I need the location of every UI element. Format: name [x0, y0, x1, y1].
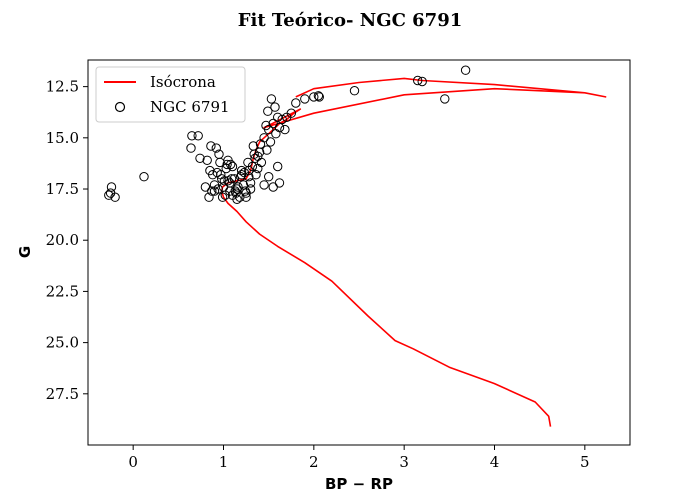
cluster-point	[413, 75, 423, 86]
cluster-point	[217, 192, 228, 202]
cluster-point	[273, 112, 283, 123]
x-tick-label: 0	[128, 453, 138, 471]
cluster-point	[223, 155, 233, 166]
cluster-point	[241, 192, 251, 202]
cluster-point	[280, 124, 290, 135]
cluster-point	[300, 94, 310, 104]
cluster-point	[219, 176, 230, 186]
x-tick-label: 5	[580, 453, 590, 471]
cluster-point	[417, 76, 427, 87]
cluster-point	[110, 192, 120, 202]
x-tick-label: 1	[219, 453, 229, 471]
legend: Isócrona NGC 6791	[95, 66, 246, 123]
cluster-point	[233, 182, 243, 192]
legend-box	[95, 66, 246, 123]
cluster-point	[313, 91, 324, 101]
cluster-point	[227, 161, 238, 172]
cluster-point	[226, 174, 237, 184]
cluster-point	[213, 184, 223, 194]
cluster-point	[266, 94, 277, 104]
y-tick-label: 15.0	[46, 129, 79, 147]
y-tick-label: 12.5	[46, 78, 79, 96]
cluster-point	[270, 102, 280, 112]
cluster-point	[291, 98, 301, 108]
chart-title: Fit Teórico- NGC 6791	[238, 10, 463, 31]
cluster-point	[186, 143, 196, 153]
cluster-point	[238, 180, 249, 190]
cluster-point	[349, 86, 360, 96]
cluster-point	[274, 122, 285, 133]
cluster-point	[202, 155, 212, 166]
cluster-point	[259, 180, 269, 190]
legend-label-cluster: NGC 6791	[150, 98, 230, 116]
cluster-point	[200, 182, 211, 192]
y-axis-ticks: 12.5 15.0 17.5 20.0 22.5 25.0 27.5	[46, 78, 88, 403]
cluster-point	[104, 190, 114, 200]
cluster-point	[251, 170, 261, 180]
y-tick-label: 25.0	[46, 334, 79, 352]
y-tick-label: 27.5	[46, 385, 79, 403]
cluster-point	[222, 159, 232, 170]
y-axis-label: G	[16, 246, 34, 258]
cluster-point	[240, 186, 250, 196]
x-axis-label: BP − RP	[325, 475, 393, 493]
cluster-point	[236, 170, 247, 180]
cluster-point	[195, 153, 205, 164]
x-tick-label: 4	[490, 453, 500, 471]
cluster-point	[106, 182, 117, 192]
x-tick-label: 3	[399, 453, 409, 471]
cluster-point	[211, 143, 222, 153]
cluster-point	[264, 172, 274, 182]
y-tick-label: 17.5	[46, 180, 79, 198]
cluster-point	[265, 137, 276, 147]
cluster-point	[244, 172, 254, 182]
cluster-point	[236, 165, 247, 176]
y-tick-label: 22.5	[46, 282, 79, 300]
cluster-point	[440, 94, 450, 104]
cluster-point	[286, 108, 296, 118]
cluster-point	[248, 141, 259, 151]
cluster-point	[261, 120, 271, 131]
cluster-point	[263, 106, 273, 116]
cluster-point	[268, 182, 278, 192]
cluster-point	[193, 131, 203, 141]
plot-area	[88, 60, 630, 445]
cluster-point	[204, 192, 214, 202]
cluster-point	[253, 151, 263, 162]
cluster-point	[187, 131, 197, 141]
cluster-point	[139, 172, 149, 182]
y-tick-label: 20.0	[46, 231, 79, 249]
cluster-point	[206, 141, 216, 151]
cluster-point	[309, 92, 319, 102]
plot-frame	[87, 59, 631, 446]
cluster-point	[225, 178, 235, 188]
cluster-point	[262, 145, 272, 155]
x-axis-ticks: 0 1 2 3 4 5	[128, 445, 590, 471]
cluster-point	[245, 184, 256, 194]
cluster-points-layer	[104, 65, 471, 205]
cluster-point	[247, 161, 258, 172]
cluster-point	[277, 114, 287, 125]
cluster-point	[255, 139, 266, 149]
cluster-point	[245, 178, 256, 188]
cluster-point	[460, 65, 471, 75]
x-tick-label: 2	[309, 453, 319, 471]
legend-label-isochrone: Isócrona	[150, 73, 216, 91]
cluster-point	[314, 92, 324, 102]
cluster-point	[273, 161, 283, 172]
legend-marker-swatch	[114, 101, 126, 113]
